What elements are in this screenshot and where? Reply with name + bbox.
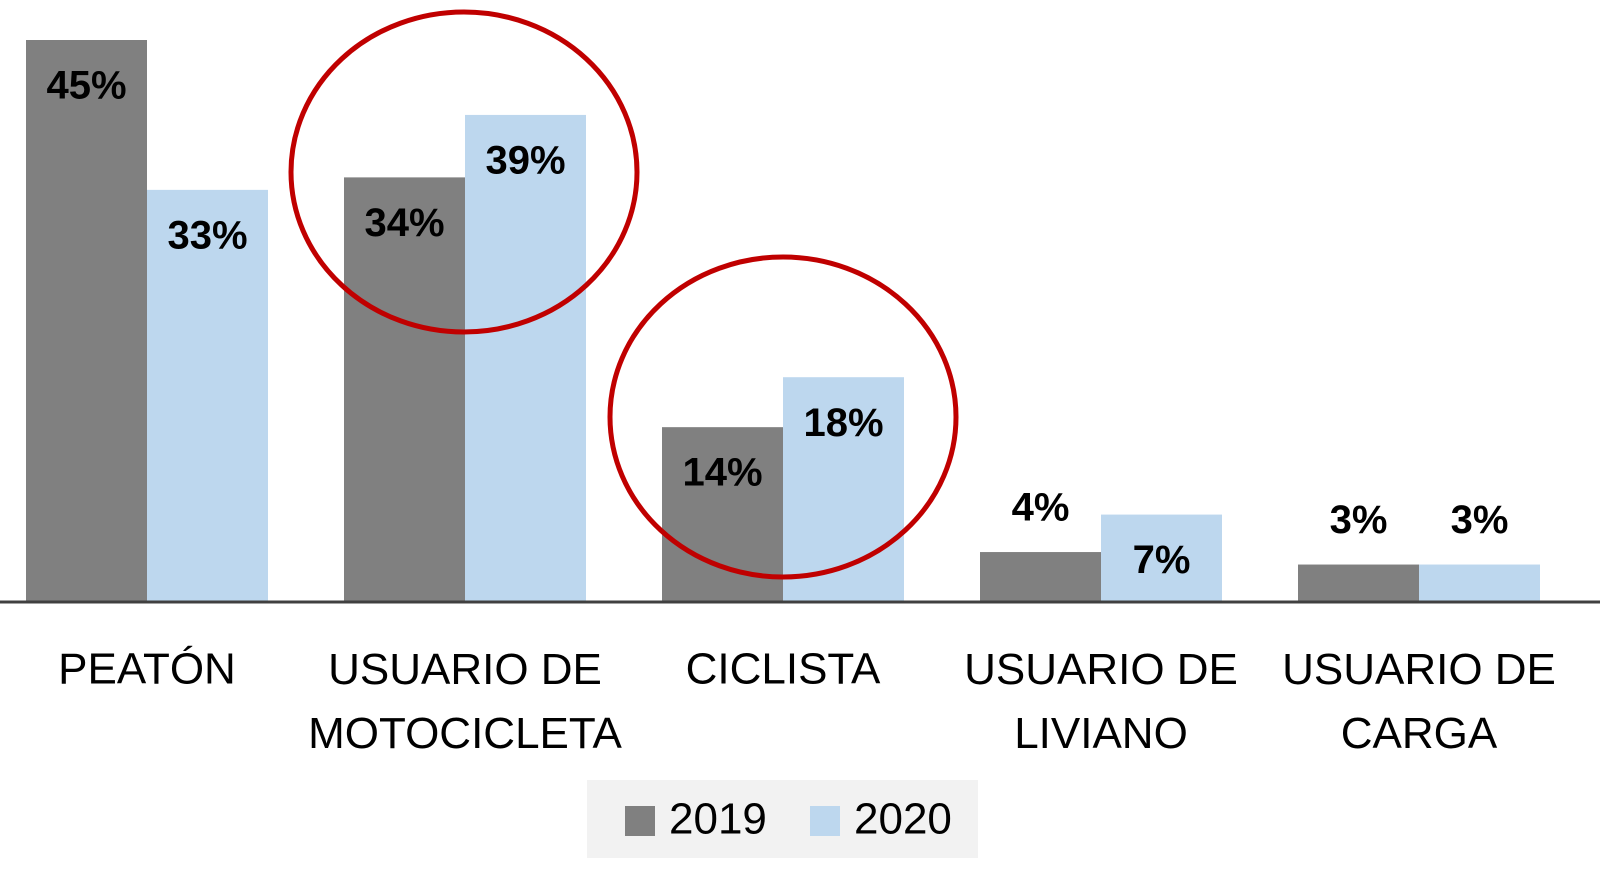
highlight-circle (607, 254, 959, 580)
data-label: 45% (46, 64, 126, 108)
highlight-circle (288, 9, 640, 335)
data-label: 3% (1330, 498, 1388, 542)
data-label: 14% (682, 451, 762, 495)
bar (147, 189, 268, 602)
bar (1419, 564, 1540, 602)
bar (1101, 514, 1222, 602)
x-tick-label: CICLISTA (686, 645, 881, 694)
legend-swatch (625, 806, 655, 836)
legend-swatch (810, 806, 840, 836)
x-tick-label: USUARIO DE MOTOCICLETA (308, 645, 622, 758)
bar (465, 114, 586, 602)
x-tick-label: PEATÓN (58, 645, 236, 694)
bar (344, 177, 465, 602)
legend-label: 2019 (669, 795, 767, 844)
legend-label: 2020 (854, 795, 952, 844)
data-label: 18% (803, 401, 883, 445)
bar (980, 552, 1101, 602)
data-label: 3% (1451, 498, 1509, 542)
bar (26, 40, 147, 602)
x-tick-label: USUARIO DE LIVIANO (964, 645, 1238, 758)
data-label: 4% (1012, 486, 1070, 530)
bar (1298, 564, 1419, 602)
data-label: 7% (1133, 538, 1191, 582)
x-tick-label: USUARIO DE CARGA (1282, 645, 1556, 758)
bar (662, 427, 783, 602)
data-label: 34% (364, 201, 444, 245)
data-label: 33% (167, 213, 247, 257)
data-label: 39% (485, 138, 565, 182)
